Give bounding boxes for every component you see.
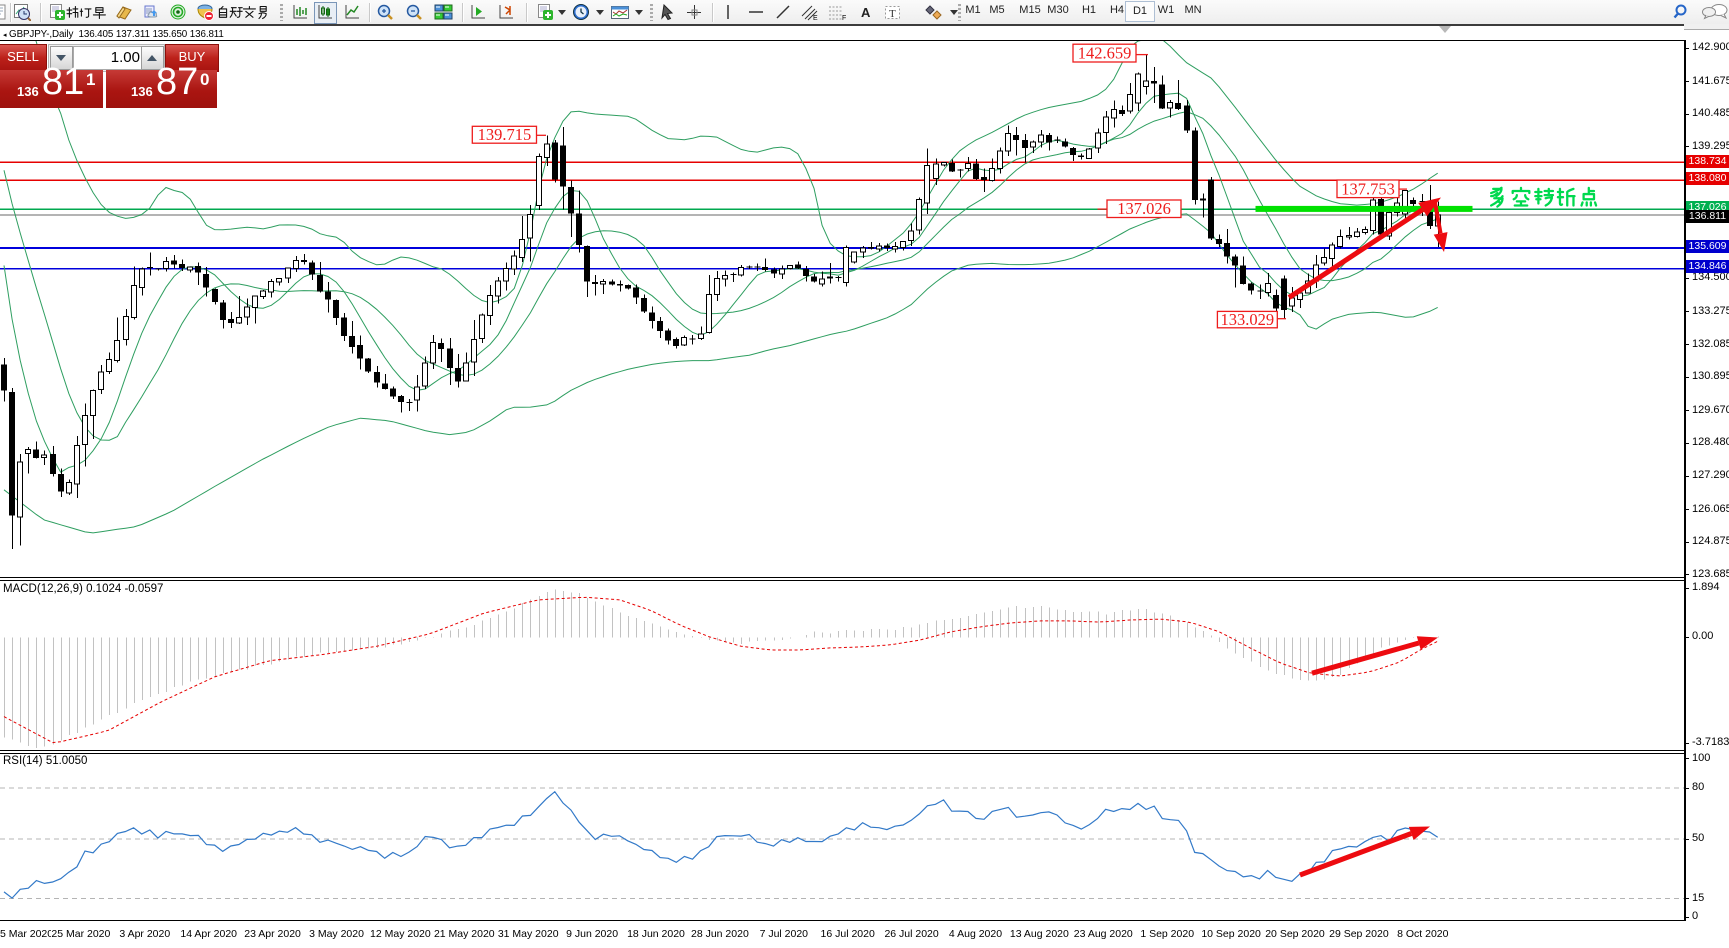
svg-text:F: F xyxy=(842,15,846,21)
svg-text:T: T xyxy=(889,8,896,20)
svg-text:137.753: 137.753 xyxy=(1341,179,1395,198)
svg-text:137.026: 137.026 xyxy=(1117,199,1171,218)
svg-text:139.715: 139.715 xyxy=(478,125,532,144)
svg-text:E: E xyxy=(813,15,818,21)
svg-text:133.029: 133.029 xyxy=(1220,310,1274,329)
svg-text:142.659: 142.659 xyxy=(1078,44,1132,63)
